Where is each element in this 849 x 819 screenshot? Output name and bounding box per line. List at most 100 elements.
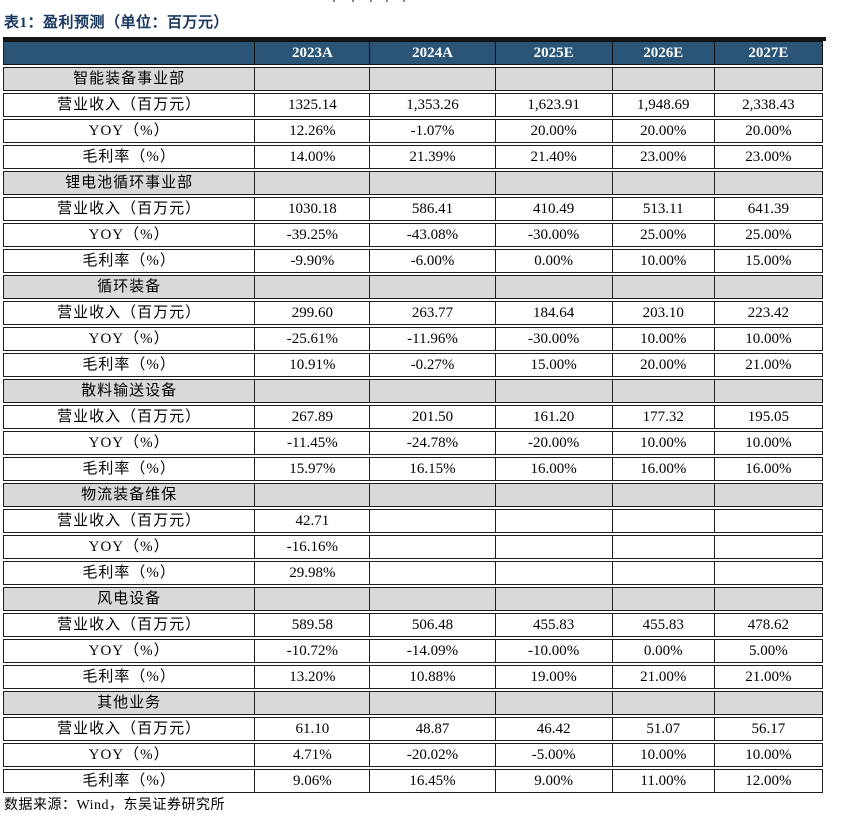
data-row: 毛利率（%） 9.06% 16.45% 9.00% 11.00% 12.00% (3, 769, 823, 793)
value-cell: 455.83 (612, 613, 715, 637)
section-empty-cell (370, 379, 496, 403)
value-cell: 20.00% (612, 119, 715, 143)
row-label-cell: YOY（%） (3, 327, 256, 351)
forecast-table: 2023A 2024A 2025E 2026E 2027E 智能装备事业部 营业收入（百万… (3, 39, 823, 795)
value-cell: 48.87 (370, 717, 496, 741)
value-cell (495, 509, 613, 533)
section-empty-cell (714, 379, 823, 403)
row-label-cell: 毛利率（%） (3, 769, 256, 793)
section-empty-cell (612, 691, 715, 715)
value-cell: 46.42 (495, 717, 613, 741)
value-cell: 21.00% (714, 353, 823, 377)
value-cell: 195.05 (714, 405, 823, 429)
section-empty-cell (370, 691, 496, 715)
value-cell: 16.15% (370, 457, 496, 481)
value-cell: -0.27% (370, 353, 496, 377)
column-header: 2027E (714, 41, 823, 65)
value-cell: 267.89 (255, 405, 371, 429)
section-row: 散料输送设备 (3, 379, 823, 403)
value-cell: 0.00% (495, 249, 613, 273)
value-cell: 1325.14 (255, 93, 371, 117)
table-body: 智能装备事业部 营业收入（百万元） 1325.14 1,353.26 1,623.91 1… (3, 67, 823, 793)
value-cell: -5.00% (495, 743, 613, 767)
row-label-cell: 毛利率（%） (3, 561, 256, 585)
data-row: 营业收入（百万元） 61.10 48.87 46.42 51.07 56.17 (3, 717, 823, 741)
value-cell: 1,353.26 (370, 93, 496, 117)
section-empty-cell (714, 483, 823, 507)
data-row: 营业收入（百万元） 267.89 201.50 161.20 177.32 195.05 (3, 405, 823, 429)
row-label-cell: 营业收入（百万元） (3, 613, 256, 637)
data-row: YOY（%） 12.26% -1.07% 20.00% 20.00% 20.00% (3, 119, 823, 143)
value-cell: 513.11 (612, 197, 715, 221)
section-empty-cell (495, 691, 613, 715)
data-row: 营业收入（百万元） 42.71 (3, 509, 823, 533)
value-cell: 201.50 (370, 405, 496, 429)
section-row: 物流装备维保 (3, 483, 823, 507)
section-empty-cell (714, 691, 823, 715)
value-cell: 21.00% (612, 665, 715, 689)
section-row: 智能装备事业部 (3, 67, 823, 91)
value-cell: 14.00% (255, 145, 371, 169)
section-empty-cell (255, 483, 371, 507)
section-name-cell: 物流装备维保 (3, 483, 256, 507)
value-cell: -10.72% (255, 639, 371, 663)
value-cell: 25.00% (612, 223, 715, 247)
row-label-cell: 毛利率（%） (3, 249, 256, 273)
value-cell: -30.00% (495, 327, 613, 351)
data-row: 毛利率（%） 13.20% 10.88% 19.00% 21.00% 21.00% (3, 665, 823, 689)
section-empty-cell (714, 171, 823, 195)
value-cell (612, 509, 715, 533)
value-cell (714, 535, 823, 559)
data-row: 营业收入（百万元） 589.58 506.48 455.83 455.83 478.62 (3, 613, 823, 637)
value-cell: -24.78% (370, 431, 496, 455)
value-cell: 10.00% (612, 431, 715, 455)
row-label-cell: YOY（%） (3, 639, 256, 663)
value-cell: 506.48 (370, 613, 496, 637)
section-name-cell: 散料输送设备 (3, 379, 256, 403)
section-empty-cell (255, 379, 371, 403)
table-top-border (3, 37, 826, 41)
section-empty-cell (495, 275, 613, 299)
value-cell (495, 561, 613, 585)
column-header (3, 41, 256, 65)
value-cell: -25.61% (255, 327, 371, 351)
section-name-cell: 锂电池循环事业部 (3, 171, 256, 195)
value-cell (612, 561, 715, 585)
value-cell: 10.00% (714, 743, 823, 767)
value-cell: 12.00% (714, 769, 823, 793)
value-cell: 10.88% (370, 665, 496, 689)
section-empty-cell (612, 275, 715, 299)
value-cell: -43.08% (370, 223, 496, 247)
value-cell: -11.45% (255, 431, 371, 455)
value-cell: 20.00% (495, 119, 613, 143)
section-empty-cell (612, 379, 715, 403)
value-cell: -11.96% (370, 327, 496, 351)
row-label-cell: YOY（%） (3, 119, 256, 143)
column-header: 2024A (370, 41, 496, 65)
value-cell: 5.00% (714, 639, 823, 663)
column-header: 2026E (612, 41, 715, 65)
value-cell: -16.16% (255, 535, 371, 559)
section-empty-cell (612, 67, 715, 91)
value-cell: 263.77 (370, 301, 496, 325)
value-cell (714, 509, 823, 533)
table-title: 表1：盈利预测（单位：百万元） (4, 15, 230, 31)
data-row: 毛利率（%） 10.91% -0.27% 15.00% 20.00% 21.00% (3, 353, 823, 377)
value-cell: 29.98% (255, 561, 371, 585)
value-cell: 51.07 (612, 717, 715, 741)
section-empty-cell (612, 587, 715, 611)
row-label-cell: 营业收入（百万元） (3, 405, 256, 429)
data-row: YOY（%） -10.72% -14.09% -10.00% 0.00% 5.00% (3, 639, 823, 663)
row-label-cell: 毛利率（%） (3, 665, 256, 689)
value-cell: 299.60 (255, 301, 371, 325)
value-cell: -6.00% (370, 249, 496, 273)
data-row: YOY（%） -25.61% -11.96% -30.00% 10.00% 10.00% (3, 327, 823, 351)
value-cell: 455.83 (495, 613, 613, 637)
section-empty-cell (714, 275, 823, 299)
column-header: 2025E (495, 41, 613, 65)
row-label-cell: 毛利率（%） (3, 353, 256, 377)
value-cell: 42.71 (255, 509, 371, 533)
value-cell: 21.39% (370, 145, 496, 169)
value-cell: 16.00% (495, 457, 613, 481)
profit-forecast-table-container: 2023A 2024A 2025E 2026E 2027E 智能装备事业部 营业收入（百万… (3, 37, 826, 795)
